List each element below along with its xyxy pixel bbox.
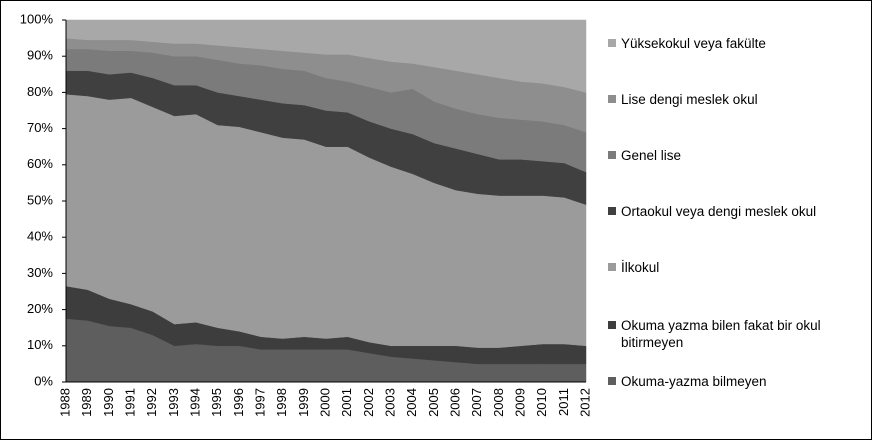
x-tick-label: 1992 [144, 388, 159, 417]
x-tick-label: 1989 [79, 388, 94, 417]
legend-item: Yüksekokul veya fakülte [608, 35, 858, 52]
legend-label: Okuma-yazma bilmeyen [621, 374, 767, 389]
x-tick-label: 2005 [426, 388, 441, 417]
legend-swatch [608, 151, 616, 159]
x-tick-label: 2010 [534, 388, 549, 417]
y-tick-label: 10% [27, 337, 53, 352]
x-tick-label: 2006 [447, 388, 462, 417]
legend-swatch [608, 95, 616, 103]
legend-item: Okuma-yazma bilmeyen [608, 373, 858, 390]
y-tick-label: 90% [27, 48, 53, 63]
y-tick-label: 30% [27, 265, 53, 280]
x-tick-label: 1994 [187, 388, 202, 417]
x-tick-label: 1997 [252, 388, 267, 417]
x-tick-label: 2000 [317, 388, 332, 417]
area [65, 19, 587, 93]
legend-swatch [608, 377, 616, 385]
legend-item: Okuma yazma bilen fakat bir okul bitirme… [608, 317, 858, 351]
x-tick-label: 1996 [231, 388, 246, 417]
y-tick-label: 50% [27, 192, 53, 207]
legend-label: İlkokul [621, 260, 660, 275]
legend-item: Ortaokul veya dengi meslek okul [608, 203, 858, 220]
x-tick-label: 2008 [491, 388, 506, 417]
x-tick-label: 2011 [556, 388, 571, 416]
x-tick-label: 1993 [166, 388, 181, 417]
x-tick-label: 2004 [404, 388, 419, 417]
legend-swatch [608, 207, 616, 215]
x-tick-label: 2009 [512, 388, 527, 417]
y-tick-label: 40% [27, 229, 53, 244]
x-tick-label: 2001 [339, 388, 354, 417]
legend-item: Genel lise [608, 147, 858, 164]
y-tick-label: 70% [27, 120, 53, 135]
y-tick-label: 60% [27, 156, 53, 171]
legend-swatch [608, 39, 616, 47]
x-tick-label: 1999 [296, 388, 311, 417]
x-tick-label: 2002 [361, 388, 376, 417]
legend-item: İlkokul [608, 259, 858, 276]
legend-label: Ortaokul veya dengi meslek okul [621, 204, 817, 219]
legend-swatch [608, 321, 616, 329]
x-tick-label: 1995 [209, 388, 224, 417]
legend-label: Genel lise [621, 148, 682, 163]
x-tick-label: 1990 [101, 388, 116, 417]
y-tick-label: 20% [27, 301, 53, 316]
x-tick-label: 2003 [382, 388, 397, 417]
y-tick-label: 80% [27, 84, 53, 99]
x-tick-label: 2007 [469, 388, 484, 417]
y-tick-label: 0% [34, 373, 53, 388]
legend-label: Okuma yazma bilen fakat bir okul bitirme… [621, 318, 821, 350]
x-tick-label: 1998 [274, 388, 289, 417]
legend-item: Lise dengi meslek okul [608, 91, 858, 108]
x-tick-label: 1991 [122, 388, 137, 417]
y-tick-label: 100% [20, 11, 54, 26]
legend-label: Yüksekokul veya fakülte [621, 36, 766, 51]
legend-label: Lise dengi meslek okul [621, 92, 758, 107]
x-tick-label: 1988 [57, 388, 72, 417]
x-tick-label: 2012 [577, 388, 592, 417]
legend-swatch [608, 263, 616, 271]
